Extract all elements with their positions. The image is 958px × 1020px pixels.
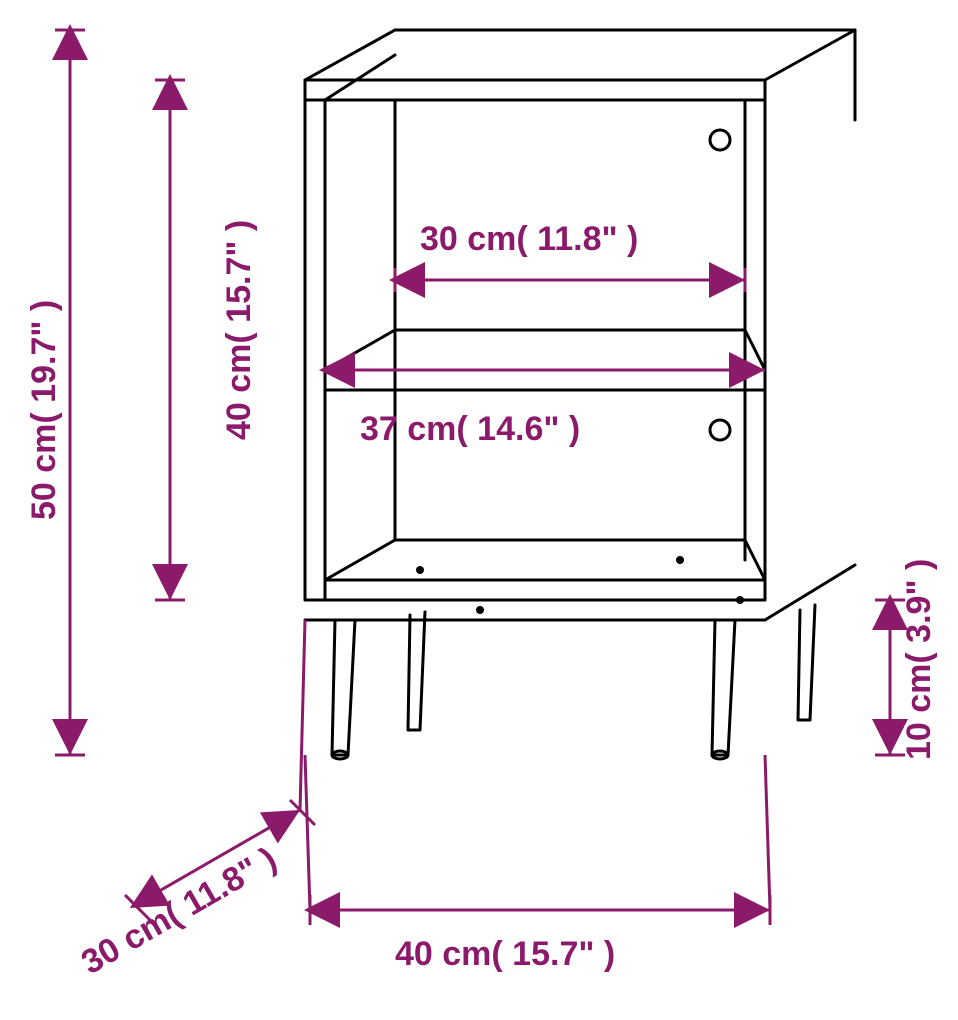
dim-width-inner-label: 37 cm( 14.6" ) bbox=[360, 410, 580, 448]
cabinet-drawing bbox=[305, 30, 855, 759]
cabinet-legs bbox=[332, 605, 815, 759]
dim-width: 40 cm( 15.7" ) bbox=[305, 755, 770, 973]
dim-leg-height-label: 10 cm( 3.9" ) bbox=[900, 559, 938, 760]
diagram-canvas: 50 cm( 19.7" ) 40 cm( 15.7" ) 30 cm( 11.… bbox=[0, 0, 958, 1020]
dim-depth-label: 30 cm( 11.8" ) bbox=[75, 840, 283, 982]
dim-width-inner: 37 cm( 14.6" ) bbox=[325, 370, 765, 448]
dim-total-height-label: 50 cm( 19.7" ) bbox=[25, 300, 63, 520]
dim-body-height-label: 40 cm( 15.7" ) bbox=[220, 220, 258, 440]
dim-total-height: 50 cm( 19.7" ) bbox=[25, 30, 85, 755]
dim-width-label: 40 cm( 15.7" ) bbox=[395, 935, 615, 973]
dim-depth-inner-label: 30 cm( 11.8" ) bbox=[420, 220, 638, 258]
dim-body-height: 40 cm( 15.7" ) bbox=[155, 80, 258, 600]
dim-leg-height: 10 cm( 3.9" ) bbox=[875, 559, 938, 760]
dim-depth-inner: 30 cm( 11.8" ) bbox=[395, 220, 745, 292]
dim-depth: 30 cm( 11.8" ) bbox=[75, 620, 315, 982]
